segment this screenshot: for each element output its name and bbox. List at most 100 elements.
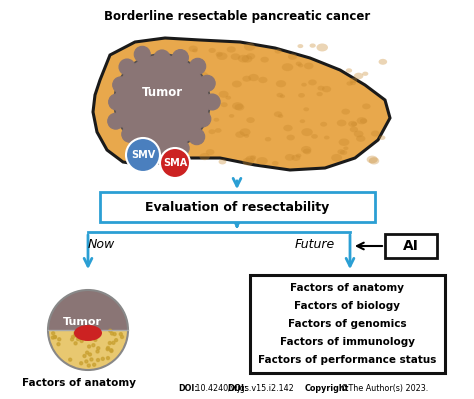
Ellipse shape — [324, 136, 329, 140]
Circle shape — [106, 348, 109, 351]
Ellipse shape — [191, 127, 201, 134]
Ellipse shape — [356, 117, 367, 124]
Ellipse shape — [369, 157, 379, 164]
Ellipse shape — [227, 46, 236, 53]
Circle shape — [88, 345, 91, 348]
Ellipse shape — [242, 76, 251, 82]
Circle shape — [101, 358, 104, 360]
Ellipse shape — [348, 121, 357, 127]
Text: Factors of biology: Factors of biology — [294, 301, 401, 311]
Ellipse shape — [260, 57, 269, 63]
Circle shape — [154, 142, 170, 158]
Circle shape — [122, 126, 138, 142]
Text: Factors of anatomy: Factors of anatomy — [291, 283, 404, 293]
Ellipse shape — [216, 52, 223, 57]
Ellipse shape — [276, 93, 283, 97]
Ellipse shape — [317, 92, 323, 96]
Ellipse shape — [229, 114, 234, 118]
Ellipse shape — [190, 81, 201, 89]
Text: SMV: SMV — [131, 150, 155, 160]
Ellipse shape — [292, 155, 301, 161]
Bar — [250, 275, 445, 373]
Ellipse shape — [282, 63, 293, 71]
Text: SMA: SMA — [163, 158, 187, 168]
Circle shape — [107, 357, 109, 359]
Ellipse shape — [331, 154, 342, 162]
Text: 10.4240/wjgs.v15.i2.142: 10.4240/wjgs.v15.i2.142 — [193, 384, 296, 393]
Ellipse shape — [298, 93, 305, 98]
Ellipse shape — [343, 146, 348, 150]
Ellipse shape — [174, 141, 182, 146]
Ellipse shape — [351, 122, 357, 126]
Text: ©The Author(s) 2023.: ©The Author(s) 2023. — [338, 384, 428, 393]
Ellipse shape — [350, 126, 358, 132]
Circle shape — [137, 136, 153, 152]
Circle shape — [109, 329, 112, 332]
Ellipse shape — [346, 68, 352, 73]
Circle shape — [76, 330, 79, 333]
Ellipse shape — [220, 102, 228, 107]
Polygon shape — [93, 38, 390, 170]
Text: Tumor: Tumor — [141, 85, 182, 99]
Ellipse shape — [182, 120, 188, 124]
Ellipse shape — [283, 125, 293, 131]
Ellipse shape — [246, 117, 255, 123]
Circle shape — [53, 336, 56, 338]
Ellipse shape — [190, 69, 198, 75]
Circle shape — [92, 344, 95, 347]
Circle shape — [90, 358, 93, 361]
Text: Factors of anatomy: Factors of anatomy — [22, 378, 136, 388]
Ellipse shape — [209, 129, 216, 134]
Text: Factors of immunology: Factors of immunology — [280, 337, 415, 347]
Ellipse shape — [177, 106, 185, 112]
Ellipse shape — [256, 157, 268, 165]
Ellipse shape — [182, 61, 193, 68]
Ellipse shape — [318, 86, 325, 91]
Text: Factors of performance status: Factors of performance status — [258, 355, 437, 365]
Ellipse shape — [301, 83, 307, 87]
Ellipse shape — [303, 148, 311, 154]
Ellipse shape — [203, 95, 211, 100]
Ellipse shape — [371, 130, 380, 136]
Circle shape — [113, 77, 129, 93]
Text: DOI:: DOI: — [178, 384, 198, 393]
Text: Factors of genomics: Factors of genomics — [288, 319, 407, 329]
Ellipse shape — [301, 128, 313, 136]
Ellipse shape — [346, 81, 353, 86]
Text: AI: AI — [403, 239, 419, 253]
Ellipse shape — [265, 137, 271, 142]
Ellipse shape — [274, 49, 282, 53]
Circle shape — [173, 140, 189, 156]
Circle shape — [82, 334, 85, 338]
Circle shape — [108, 113, 124, 129]
Ellipse shape — [219, 159, 227, 164]
Ellipse shape — [170, 104, 177, 109]
Ellipse shape — [205, 79, 214, 85]
Ellipse shape — [379, 135, 385, 140]
Circle shape — [190, 58, 206, 74]
Circle shape — [57, 343, 60, 346]
Text: DOI:: DOI: — [227, 384, 247, 393]
Circle shape — [86, 351, 89, 354]
Bar — [385, 234, 437, 258]
Ellipse shape — [244, 43, 255, 51]
Ellipse shape — [209, 48, 216, 53]
Ellipse shape — [362, 103, 371, 109]
Ellipse shape — [288, 53, 297, 60]
Ellipse shape — [286, 134, 295, 140]
Circle shape — [107, 346, 109, 350]
Ellipse shape — [274, 111, 283, 117]
Ellipse shape — [356, 135, 365, 142]
Ellipse shape — [296, 61, 302, 66]
Ellipse shape — [235, 131, 245, 138]
Ellipse shape — [174, 113, 183, 119]
Circle shape — [134, 46, 150, 62]
Circle shape — [80, 340, 83, 342]
Ellipse shape — [232, 81, 242, 87]
Ellipse shape — [310, 43, 316, 48]
Ellipse shape — [219, 91, 228, 98]
Ellipse shape — [258, 77, 267, 83]
Text: Copyright: Copyright — [305, 384, 349, 393]
Ellipse shape — [285, 154, 294, 161]
Ellipse shape — [322, 86, 331, 92]
